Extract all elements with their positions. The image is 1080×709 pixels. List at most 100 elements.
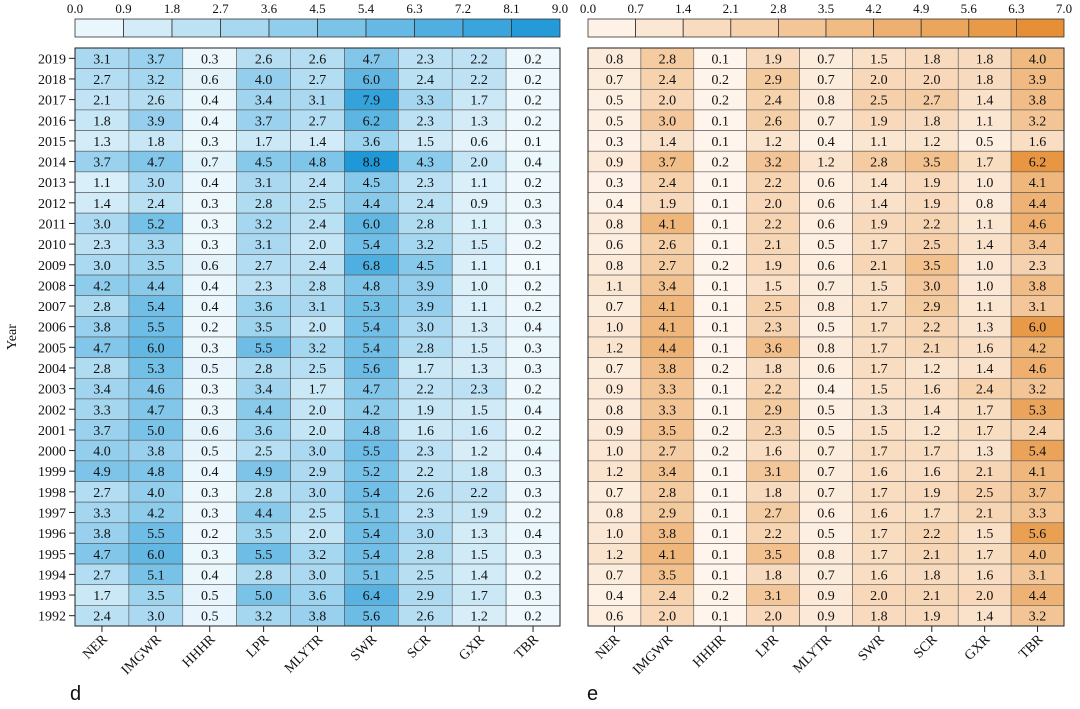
y-tick-label: 2009 <box>38 259 66 274</box>
cell-value-label: 2.3 <box>417 506 435 521</box>
cell-value-label: 2.4 <box>93 610 111 625</box>
cell-value-label: 4.1 <box>659 217 677 232</box>
cell-value-label: 1.3 <box>976 445 994 460</box>
cell-value-label: 2.1 <box>923 589 941 604</box>
cell-value-label: 2.0 <box>764 197 782 212</box>
cell-value-label: 2.4 <box>659 73 677 88</box>
cell-value-label: 1.7 <box>309 383 327 398</box>
cell-value-label: 3.3 <box>417 94 435 109</box>
cell-value-label: 1.9 <box>870 114 888 129</box>
cell-value-label: 2.7 <box>309 114 327 129</box>
colorbar-tick-label: 4.5 <box>309 1 325 16</box>
cell-value-label: 3.7 <box>93 156 111 171</box>
cell-value-label: 0.1 <box>711 610 729 625</box>
cell-value-label: 1.2 <box>923 135 941 150</box>
cell-value-label: 3.9 <box>417 279 435 294</box>
cell-value-label: 2.4 <box>309 176 327 191</box>
cell-value-label: 3.1 <box>93 52 111 67</box>
y-tick-label: 2019 <box>38 52 66 67</box>
colorbar-tick-label: 2.7 <box>212 1 229 16</box>
cell-value-label: 2.0 <box>309 238 327 253</box>
cell-value-label: 1.8 <box>764 568 782 583</box>
cell-value-label: 0.1 <box>711 486 729 501</box>
cell-value-label: 1.9 <box>470 506 488 521</box>
cell-value-label: 1.5 <box>870 52 888 67</box>
cell-value-label: 1.9 <box>870 217 888 232</box>
x-tick-label: IMGWR <box>119 632 165 678</box>
cell-value-label: 2.6 <box>309 52 327 67</box>
x-tick-label: GXR <box>456 632 488 664</box>
colorbar-tick-label: 2.8 <box>770 1 786 16</box>
cell-value-label: 5.1 <box>363 506 381 521</box>
colorbar-segment <box>171 18 221 38</box>
cell-value-label: 4.7 <box>93 341 111 356</box>
cell-value-label: 6.8 <box>363 259 381 274</box>
cell-value-label: 1.8 <box>976 52 994 67</box>
cell-value-label: 4.7 <box>147 156 165 171</box>
cell-value-label: 5.4 <box>363 321 381 336</box>
cell-value-label: 0.2 <box>524 52 542 67</box>
cell-value-label: 3.2 <box>1029 114 1047 129</box>
cell-value-label: 0.3 <box>201 548 219 563</box>
x-tick-label: SCR <box>405 632 435 662</box>
cell-value-label: 0.2 <box>711 589 729 604</box>
cell-value-label: 0.2 <box>524 568 542 583</box>
cell-value-label: 0.3 <box>201 52 219 67</box>
cell-value-label: 2.6 <box>417 486 435 501</box>
cell-value-label: 4.1 <box>1029 465 1047 480</box>
cell-value-label: 1.8 <box>923 52 941 67</box>
cell-value-label: 1.0 <box>606 527 624 542</box>
cell-value-label: 1.8 <box>923 114 941 129</box>
cell-value-label: 0.9 <box>817 610 835 625</box>
cell-value-label: 3.1 <box>309 300 327 315</box>
cell-value-label: 0.8 <box>817 341 835 356</box>
cell-value-label: 0.6 <box>817 197 835 212</box>
cell-value-label: 1.2 <box>764 135 782 150</box>
cell-value-label: 3.8 <box>93 321 111 336</box>
cell-value-label: 3.2 <box>417 238 435 253</box>
x-tick-label: TBR <box>1017 632 1047 662</box>
cell-value-label: 3.3 <box>93 403 111 418</box>
colorbar-tick-label: 2.1 <box>723 1 739 16</box>
cell-value-label: 2.2 <box>764 217 782 232</box>
cell-value-label: 3.1 <box>255 238 273 253</box>
cell-value-label: 1.2 <box>606 465 624 480</box>
cell-value-label: 0.6 <box>606 610 624 625</box>
cell-value-label: 3.5 <box>764 548 782 563</box>
cell-value-label: 0.5 <box>976 135 994 150</box>
colorbar-segment <box>920 18 970 38</box>
cell-value-label: 1.5 <box>870 279 888 294</box>
cell-value-label: 4.7 <box>363 52 381 67</box>
heatmap-panel-d: 0.0 0.9 1.8 2.7 3.6 4.5 5.4 6.3 7.2 8.1 9.0 3.1 3.7 0… <box>5 1 568 705</box>
cell-value-label: 5.4 <box>363 486 381 501</box>
cell-value-label: 5.5 <box>363 445 381 460</box>
cell-value-label: 1.7 <box>870 527 888 542</box>
cell-value-label: 3.5 <box>255 527 273 542</box>
cell-value-label: 0.3 <box>524 589 542 604</box>
cell-value-label: 0.7 <box>817 465 835 480</box>
cell-value-label: 3.7 <box>659 156 677 171</box>
cell-value-label: 1.7 <box>255 135 273 150</box>
cell-value-label: 0.8 <box>817 94 835 109</box>
cell-value-label: 2.7 <box>764 506 782 521</box>
cell-value-label: 2.2 <box>470 73 488 88</box>
cell-value-label: 0.9 <box>606 383 624 398</box>
cell-value-label: 0.2 <box>524 114 542 129</box>
cell-value-label: 1.3 <box>470 362 488 377</box>
cell-value-label: 1.4 <box>976 238 994 253</box>
cell-value-label: 0.7 <box>817 52 835 67</box>
cell-value-label: 4.2 <box>363 403 381 418</box>
cell-value-label: 4.1 <box>659 548 677 563</box>
cell-value-label: 2.4 <box>976 383 994 398</box>
cell-value-label: 0.1 <box>711 300 729 315</box>
cell-value-label: 2.8 <box>659 486 677 501</box>
cell-value-label: 0.1 <box>711 52 729 67</box>
heatmap-cells: 3.1 3.7 0.3 2.6 2.6 4.7 2.3 2.2 0.2 2.7 3.2 0.6 4.0 2… <box>74 47 561 627</box>
cell-value-label: 0.9 <box>606 156 624 171</box>
cell-value-label: 0.3 <box>201 341 219 356</box>
cell-value-label: 2.7 <box>93 73 111 88</box>
cell-value-label: 3.2 <box>764 156 782 171</box>
cell-value-label: 1.8 <box>93 114 111 129</box>
cell-value-label: 3.2 <box>1029 383 1047 398</box>
cell-value-label: 0.4 <box>817 135 835 150</box>
